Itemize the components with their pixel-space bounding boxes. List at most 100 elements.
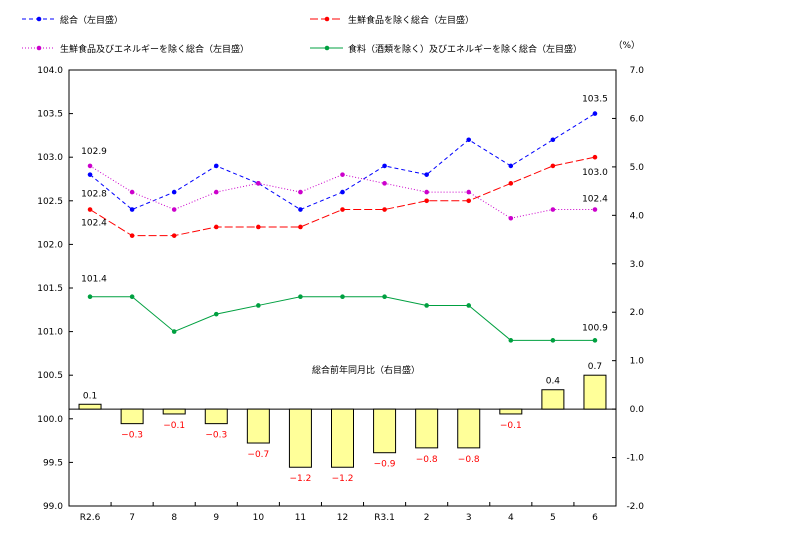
- right-tick-label: -2.0: [626, 502, 644, 512]
- series-point: [87, 172, 93, 177]
- series-point: [129, 294, 135, 300]
- x-tick-label: 6: [592, 513, 598, 523]
- bar-data-label: −0.1: [500, 421, 522, 431]
- series-point: [256, 303, 261, 308]
- series-first-label: 102.4: [81, 219, 107, 229]
- series-first-label: 102.9: [81, 147, 107, 157]
- x-tick-label: 9: [213, 513, 219, 523]
- series-point: [508, 181, 514, 186]
- bar-data-label: 0.7: [588, 362, 602, 372]
- bar: [204, 408, 228, 425]
- x-tick-label: 10: [253, 513, 265, 523]
- series-point: [340, 172, 345, 177]
- left-tick-label: 103.0: [37, 153, 63, 163]
- x-tick-label: 5: [550, 513, 556, 523]
- left-tick-label: 101.0: [37, 328, 63, 338]
- series-point: [298, 189, 303, 195]
- bar-data-label: −1.2: [332, 474, 354, 484]
- bar: [373, 408, 397, 454]
- series-line: [90, 296, 595, 341]
- series-first-label: 101.4: [81, 275, 107, 285]
- bar-data-label: −0.9: [374, 460, 396, 470]
- series-point: [592, 154, 598, 160]
- series-point: [382, 181, 387, 186]
- right-axis-unit: （%）: [613, 40, 640, 51]
- series-point: [340, 207, 345, 212]
- series-point: [256, 181, 261, 186]
- bar-data-label: 0.1: [83, 391, 97, 401]
- series-point: [129, 233, 135, 238]
- right-tick-label: -1.0: [626, 454, 644, 464]
- series-point: [340, 189, 345, 195]
- legend-marker: [324, 45, 330, 51]
- bar-data-label: −1.2: [289, 474, 311, 484]
- bar: [331, 408, 354, 468]
- bar: [499, 408, 523, 415]
- bar: [78, 403, 102, 410]
- left-tick-label: 100.5: [37, 371, 63, 381]
- bar: [457, 408, 481, 449]
- series-last-label: 102.4: [582, 195, 608, 205]
- series-point: [466, 198, 472, 204]
- series-point: [508, 163, 514, 169]
- series-point: [424, 198, 429, 204]
- legend-label: 生鮮食品及びエネルギーを除く総合（左目盛）: [60, 43, 249, 55]
- x-tick-label: 11: [295, 513, 306, 523]
- left-tick-label: 103.5: [37, 110, 63, 120]
- bar: [583, 374, 607, 410]
- x-tick-label: 2: [424, 513, 430, 523]
- series-first-label: 102.8: [81, 190, 107, 200]
- series-point: [129, 189, 135, 195]
- series-point: [213, 311, 219, 317]
- series-point: [87, 163, 93, 169]
- series-last-label: 100.9: [582, 323, 608, 333]
- x-tick-label: R3.1: [374, 513, 395, 523]
- right-tick-label: 3.0: [630, 260, 645, 270]
- legend-label: 総合（左目盛）: [60, 14, 123, 26]
- series-point: [382, 207, 387, 212]
- x-tick-label: R2.6: [80, 513, 101, 523]
- left-tick-label: 101.5: [37, 284, 63, 294]
- series-point: [171, 189, 177, 195]
- series-point: [592, 338, 598, 343]
- x-tick-label: 8: [171, 513, 177, 523]
- series-point: [340, 294, 345, 300]
- series-point: [298, 207, 303, 212]
- right-tick-label: 4.0: [630, 211, 645, 221]
- x-tick-label: 4: [508, 513, 514, 523]
- series-point: [466, 303, 472, 308]
- x-tick-label: 3: [466, 513, 472, 523]
- legend-label: 生鮮食品を除く総合（左目盛）: [348, 14, 474, 26]
- series-last-label: 103.5: [582, 95, 608, 105]
- bar-data-label: −0.3: [205, 431, 227, 441]
- series-point: [213, 163, 219, 169]
- series-last-label: 103.0: [582, 168, 608, 178]
- bar-data-label: −0.7: [247, 450, 269, 460]
- series-point: [592, 207, 598, 212]
- series-point: [424, 303, 429, 308]
- series-point: [87, 294, 93, 300]
- right-tick-label: 7.0: [630, 66, 645, 76]
- bar: [120, 408, 144, 425]
- series-point: [298, 224, 303, 230]
- series-point: [87, 207, 93, 212]
- bar: [246, 408, 270, 444]
- left-tick-label: 99.5: [43, 458, 63, 468]
- series-line: [89, 156, 596, 237]
- series-point: [171, 329, 177, 334]
- series-point: [256, 224, 261, 230]
- series-line: [89, 113, 596, 211]
- bar-data-label: −0.8: [416, 455, 438, 465]
- legend-marker: [324, 16, 330, 22]
- series-point: [171, 233, 177, 238]
- series-point: [382, 163, 387, 169]
- right-tick-label: 0.0: [630, 405, 645, 415]
- bar: [288, 408, 312, 468]
- series-point: [508, 215, 514, 221]
- bar: [541, 389, 565, 410]
- x-tick-label: 12: [337, 513, 348, 523]
- left-tick-label: 104.0: [37, 66, 63, 76]
- series-point: [213, 189, 219, 195]
- bar-series-label: 総合前年同月比（右目盛）: [312, 364, 420, 376]
